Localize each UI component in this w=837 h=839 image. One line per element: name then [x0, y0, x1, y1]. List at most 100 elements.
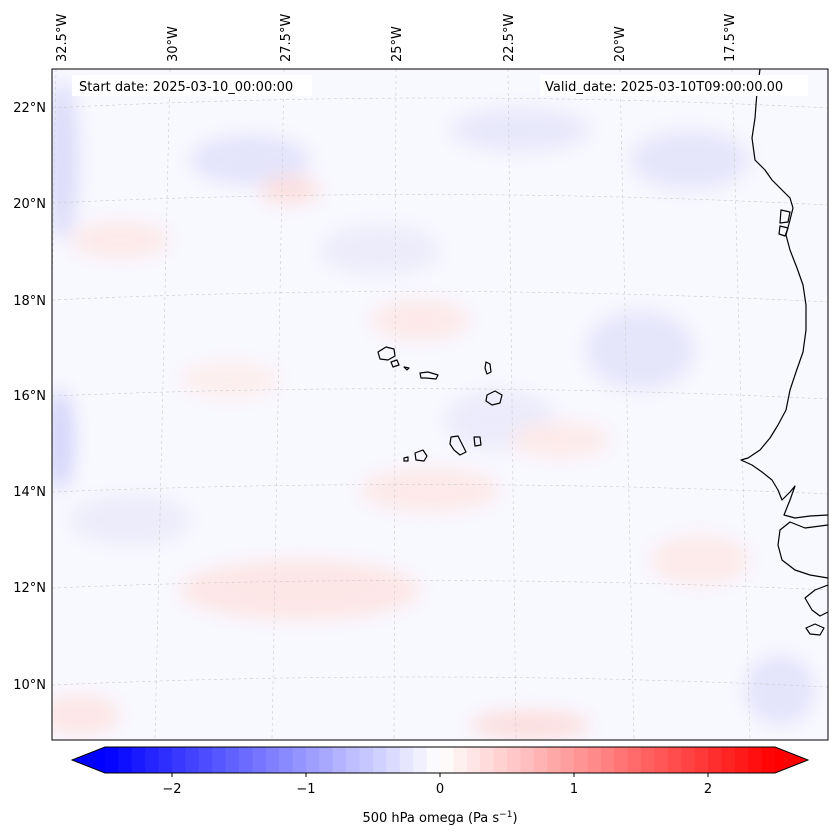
- colorbar-cell: [158, 747, 173, 773]
- colorbar-cell: [332, 747, 347, 773]
- island-santiago: [449, 435, 467, 456]
- parallel-line: [52, 97, 828, 109]
- colorbar-cell: [493, 747, 508, 773]
- colorbar-cell: [748, 747, 763, 773]
- parallel-line: [52, 580, 828, 591]
- meridian-line: [154, 69, 171, 740]
- colorbar-cell: [614, 747, 629, 773]
- colorbar-cell: [225, 747, 240, 773]
- parallel-line: [52, 194, 828, 206]
- colorbar-cell: [386, 747, 401, 773]
- lat-label: 22°N: [13, 101, 46, 116]
- omega-positive-patch: [370, 300, 470, 340]
- colorbar-cell: [265, 747, 280, 773]
- omega-positive-patch: [52, 695, 120, 735]
- lon-label: 27.5°W: [279, 14, 294, 62]
- island-sal: [484, 361, 492, 375]
- island-fogo: [414, 449, 428, 462]
- colorbar-cell: [560, 747, 575, 773]
- colorbar-cell: [520, 747, 535, 773]
- island-sao-nicolau: [419, 371, 439, 380]
- lat-label: 14°N: [13, 485, 46, 500]
- colorbar-cell: [694, 747, 709, 773]
- omega-positive-patch: [650, 535, 750, 585]
- omega-positive-patch: [360, 468, 500, 512]
- colorbar-cell: [734, 747, 749, 773]
- african-coastline: [740, 69, 828, 519]
- omega-negative-patch: [585, 310, 695, 390]
- meridian-line: [271, 69, 285, 740]
- start-date-label: Start date: 2025-03-10_00:00:00: [79, 80, 293, 95]
- lat-label: 20°N: [13, 197, 46, 212]
- lat-label: 16°N: [13, 389, 46, 404]
- colorbar-cell: [627, 747, 642, 773]
- parallel-line: [52, 484, 828, 495]
- colorbar-cell: [212, 747, 227, 773]
- colorbar-title: 500 hPa omega (Pa s−1): [362, 810, 517, 826]
- colorbar-cell: [279, 747, 294, 773]
- colorbar-cell: [440, 747, 454, 773]
- lon-label: 32.5°W: [55, 14, 70, 62]
- lon-label: 20°W: [613, 26, 628, 62]
- colorbar-cell: [145, 747, 160, 773]
- colorbar-cell: [480, 747, 495, 773]
- lon-label: 17.5°W: [723, 14, 738, 62]
- island-santo-antao: [377, 346, 396, 361]
- colorbar-cell: [198, 747, 213, 773]
- coastline-islet: [778, 225, 789, 237]
- colorbar-cell: [413, 747, 428, 773]
- coastline-islet: [779, 209, 791, 224]
- omega-negative-patch: [190, 135, 310, 185]
- coastline-guinea: [804, 584, 828, 617]
- colorbar-tick-label: −2: [162, 782, 181, 797]
- omega-negative-patch: [745, 655, 815, 725]
- omega-negative-patch: [630, 130, 750, 190]
- meridian-line: [731, 69, 751, 740]
- cape-verde-islands: [377, 346, 503, 462]
- parallel-line: [52, 291, 828, 303]
- colorbar-ticks: [171, 773, 709, 777]
- colorbar-cell: [721, 747, 736, 773]
- island-sao-vicente: [390, 359, 400, 368]
- colorbar-cells: [105, 747, 776, 773]
- island-boa-vista: [485, 390, 503, 406]
- colorbar-cell: [533, 747, 548, 773]
- colorbar-cell: [319, 747, 334, 773]
- colorbar-cell: [346, 747, 361, 773]
- lon-label: 30°W: [166, 26, 181, 62]
- colorbar-cell: [587, 747, 602, 773]
- omega-field: [52, 80, 815, 739]
- colorbar-cell: [708, 747, 722, 773]
- meridian-line: [393, 69, 397, 740]
- colorbar-cell: [172, 747, 186, 773]
- colorbar-cell: [654, 747, 669, 773]
- omega-positive-patch: [470, 711, 590, 739]
- omega-positive-patch: [260, 176, 320, 204]
- coastline-guinea-bissau: [777, 521, 828, 579]
- lon-label: 25°W: [390, 26, 405, 62]
- colorbar-cell: [681, 747, 696, 773]
- island-brava: [403, 456, 409, 462]
- colorbar-cell: [426, 747, 441, 773]
- colorbar-cell: [105, 747, 119, 773]
- colorbar-cell: [306, 747, 320, 773]
- omega-positive-patch: [70, 222, 170, 258]
- parallel-line: [52, 388, 828, 400]
- lon-label: 22.5°W: [502, 14, 517, 62]
- map-frame: [51, 68, 829, 741]
- colorbar-min-extend: [72, 747, 105, 773]
- meridian-line: [619, 69, 635, 740]
- island-maio: [473, 436, 482, 447]
- coastline-islet: [805, 623, 825, 636]
- start-date-box: [72, 75, 312, 96]
- colorbar-cell: [292, 747, 307, 773]
- valid-date-box: [540, 75, 808, 96]
- colorbar-cell: [373, 747, 387, 773]
- colorbar-cell: [185, 747, 200, 773]
- omega-negative-patch: [450, 108, 590, 152]
- latitude-labels: 22°N 20°N 18°N 16°N 14°N 12°N 10°N: [13, 101, 46, 693]
- lat-label: 12°N: [13, 581, 46, 596]
- omega-negative-patch: [52, 390, 74, 490]
- colorbar-cell: [574, 747, 588, 773]
